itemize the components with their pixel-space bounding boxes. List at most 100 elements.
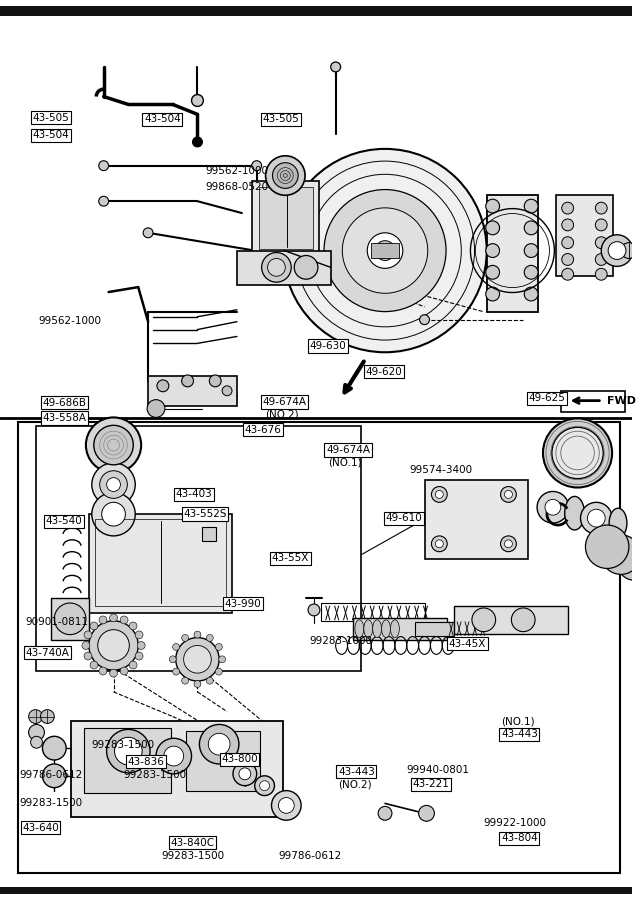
Circle shape [431,536,447,552]
Circle shape [182,375,193,387]
Text: 43-990: 43-990 [224,598,261,608]
Text: 43-800: 43-800 [221,754,258,764]
Circle shape [92,492,135,536]
Bar [353,617,447,640]
Circle shape [524,199,538,213]
Circle shape [94,426,133,464]
Circle shape [435,540,444,548]
Circle shape [182,634,189,642]
Circle shape [164,746,184,766]
Circle shape [524,244,538,257]
Circle shape [216,668,222,675]
Circle shape [208,734,230,755]
Text: 43-504: 43-504 [144,114,181,124]
Text: 99868-0520: 99868-0520 [205,182,268,192]
Circle shape [252,161,262,171]
Circle shape [500,487,516,502]
Bar [51,598,89,640]
Circle shape [120,616,128,624]
Bar [71,721,284,817]
Text: 99283-1500: 99283-1500 [161,851,224,861]
Circle shape [216,644,222,651]
Text: 43-443: 43-443 [338,767,375,777]
Bar [556,195,613,276]
Circle shape [84,652,92,660]
Text: 49-610: 49-610 [385,513,422,524]
Circle shape [271,790,301,820]
Text: 90901-0811: 90901-0811 [25,617,88,627]
Bar [84,728,171,793]
Circle shape [595,254,607,266]
Circle shape [367,233,403,268]
Text: (NO.1): (NO.1) [501,717,534,727]
Circle shape [545,500,561,515]
Text: 43-221: 43-221 [413,779,449,789]
Circle shape [99,196,109,206]
Circle shape [255,776,275,796]
Circle shape [500,536,516,552]
Circle shape [173,644,180,651]
Circle shape [99,667,107,675]
Circle shape [511,608,535,632]
Circle shape [42,736,66,760]
Bar [252,182,319,253]
Circle shape [595,237,607,248]
Text: 49-674A: 49-674A [326,445,370,455]
Bar [371,243,399,258]
Circle shape [435,491,444,499]
Circle shape [562,254,573,266]
Circle shape [543,418,612,488]
Text: 99562-1000: 99562-1000 [38,316,101,326]
Bar [95,519,226,606]
Text: (NO.2): (NO.2) [338,779,372,789]
Bar [415,622,454,635]
Circle shape [184,645,211,673]
Text: 99283-1500: 99283-1500 [19,797,82,808]
Circle shape [206,634,213,642]
Text: FWD: FWD [607,396,636,406]
Bar [148,376,237,406]
Circle shape [284,148,487,352]
Text: (NO.1): (NO.1) [328,457,362,467]
Circle shape [580,502,612,534]
Circle shape [90,662,98,669]
Text: 43-740A: 43-740A [25,648,69,658]
Circle shape [84,631,92,639]
Circle shape [86,418,141,472]
Bar [321,603,424,621]
Circle shape [99,616,107,624]
Circle shape [98,630,129,662]
Bar [259,187,313,248]
Circle shape [524,221,538,235]
Text: 43-443: 43-443 [501,729,538,739]
Bar [89,514,232,613]
Circle shape [331,62,340,72]
Ellipse shape [390,620,399,637]
Text: 43-804: 43-804 [501,833,538,843]
Circle shape [375,240,395,260]
Circle shape [182,677,189,684]
Circle shape [294,256,318,279]
Circle shape [99,161,109,171]
Text: 43-558A: 43-558A [42,413,86,423]
Circle shape [486,199,500,213]
Circle shape [82,642,90,650]
Text: 99283-1500: 99283-1500 [124,770,186,780]
Circle shape [147,400,165,418]
Circle shape [504,540,513,548]
Circle shape [633,554,640,586]
Text: 49-674A: 49-674A [263,397,307,407]
Circle shape [278,797,294,814]
Circle shape [342,208,428,293]
Text: 99562-1000: 99562-1000 [205,166,268,176]
Text: 43-640: 43-640 [22,823,59,832]
Circle shape [621,243,637,258]
Circle shape [588,509,605,527]
Text: 43-540: 43-540 [45,516,83,526]
Circle shape [100,471,127,499]
Circle shape [92,463,135,507]
Circle shape [324,190,446,311]
Circle shape [29,724,44,741]
Bar [237,250,331,285]
Ellipse shape [381,620,390,637]
